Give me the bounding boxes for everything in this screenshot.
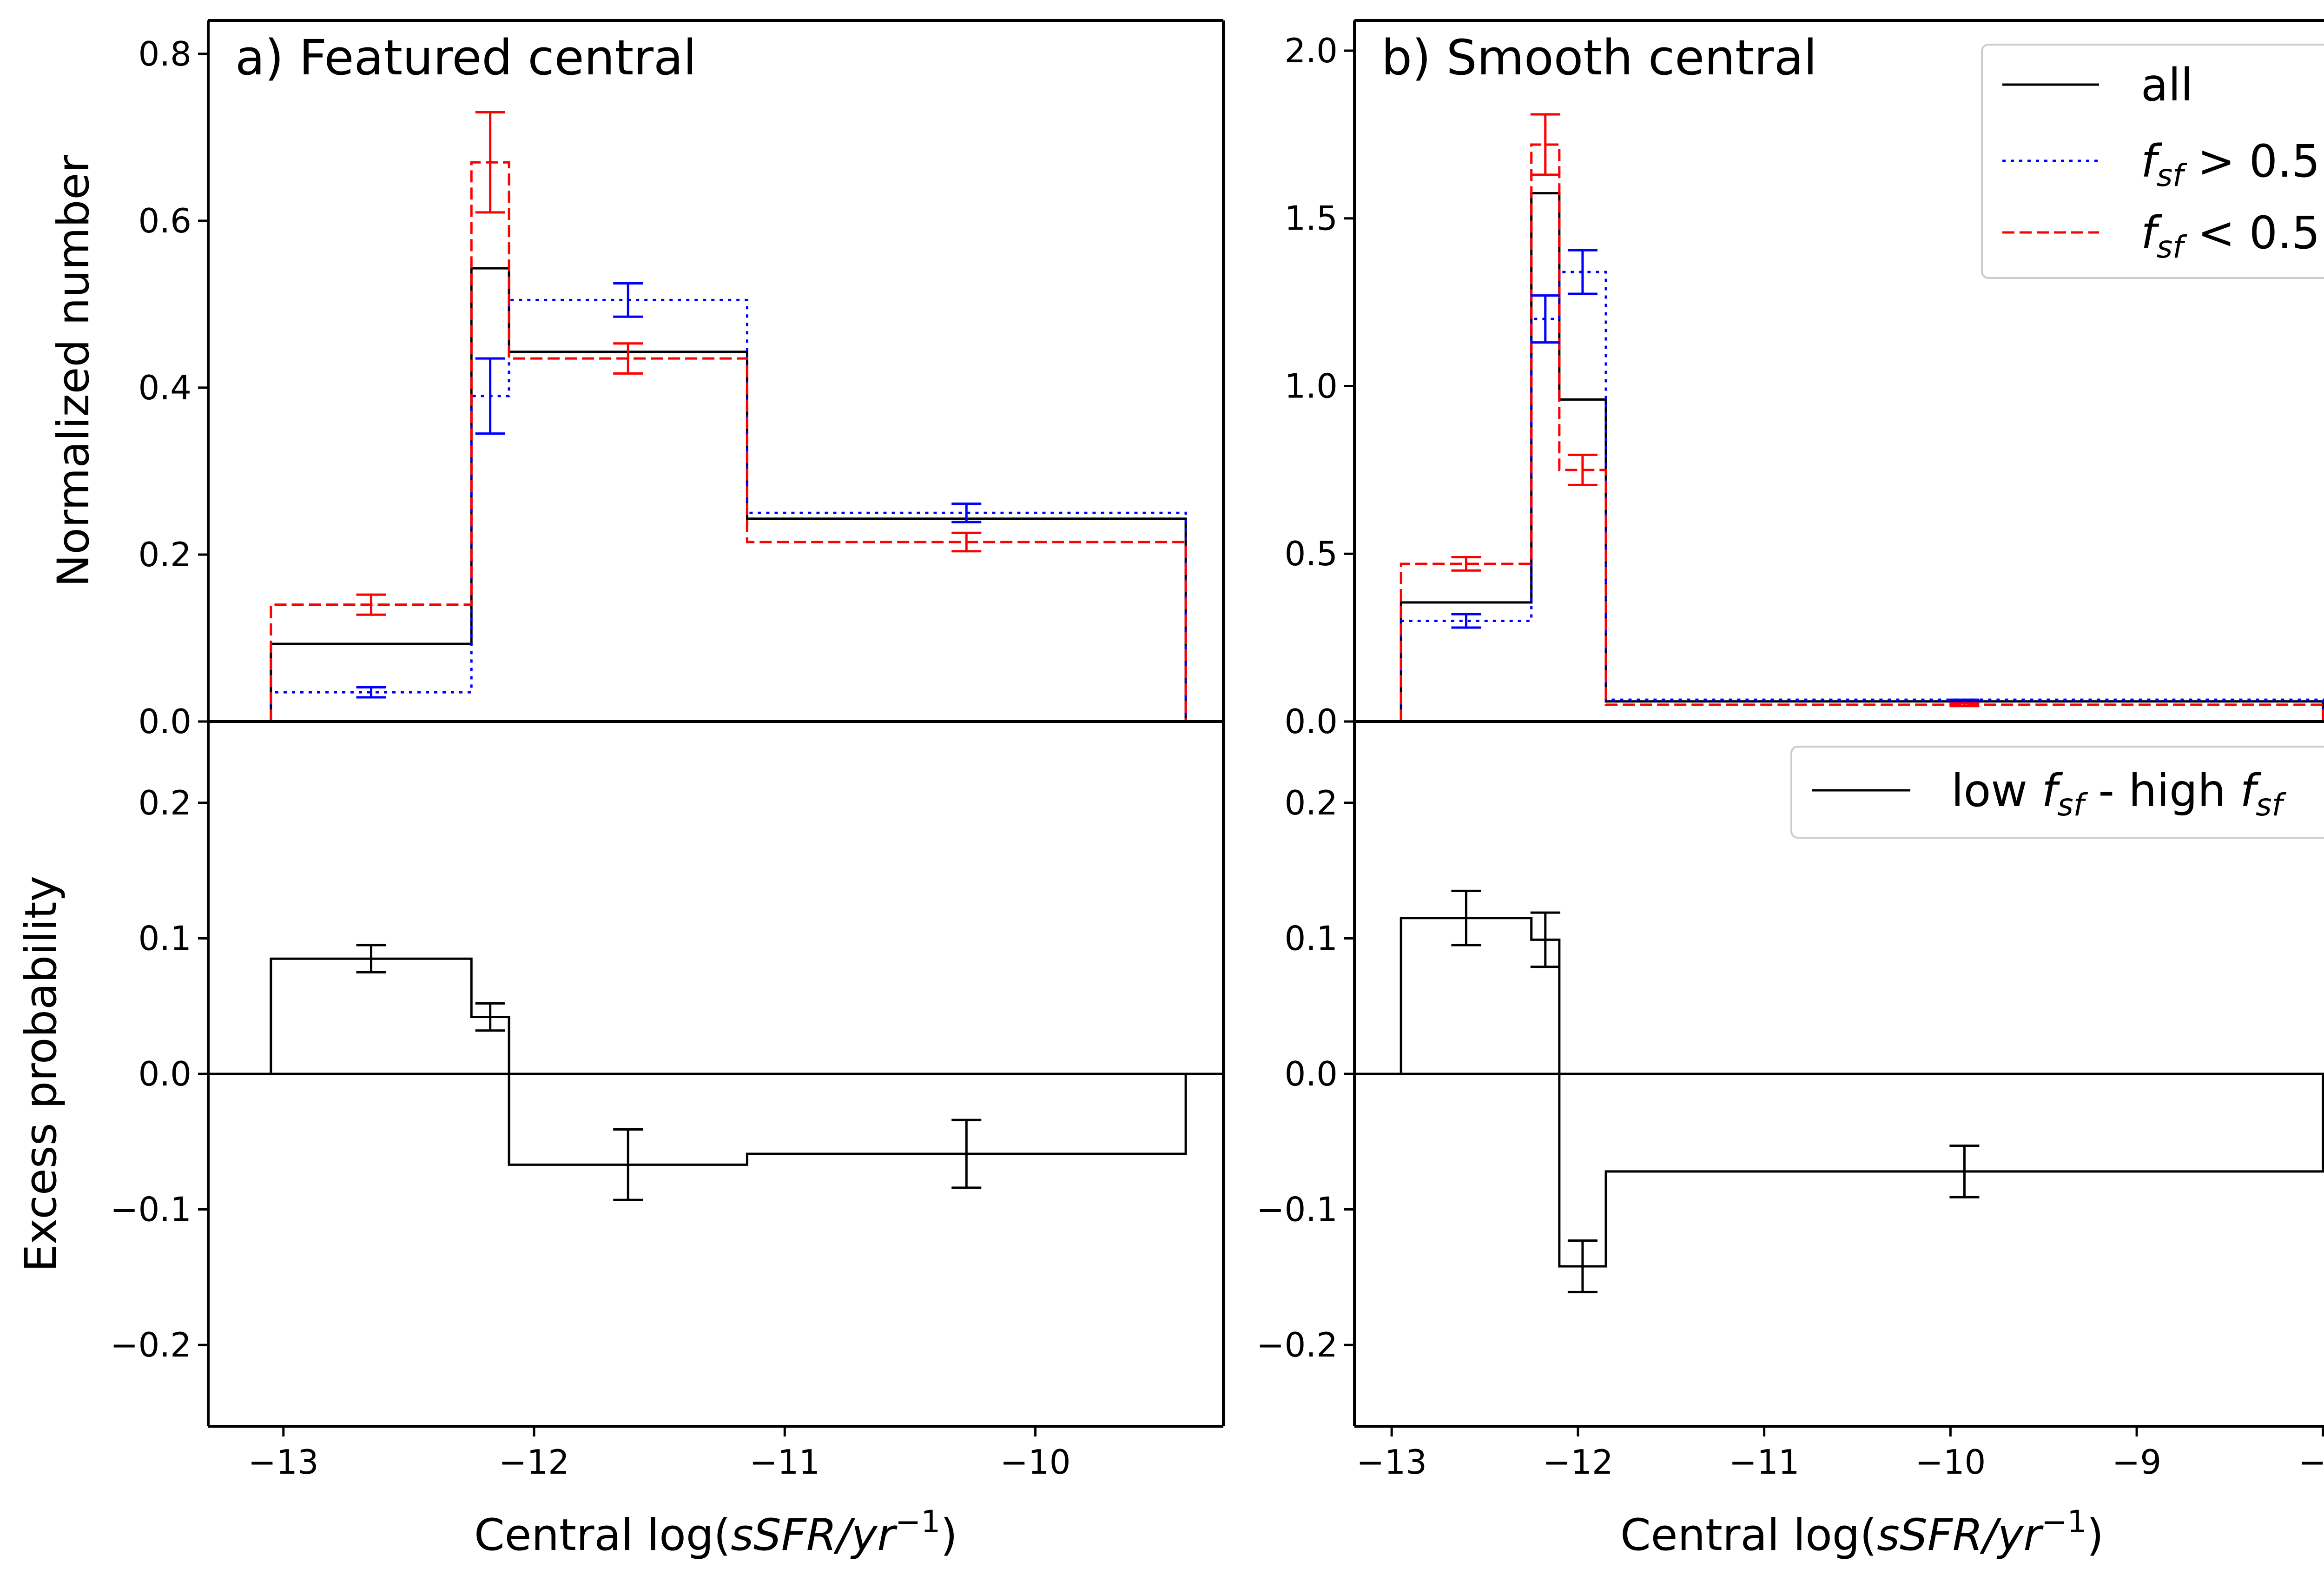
b-top-legend-label-2-sub-1: sf [2157,229,2187,265]
b-top-legend-label-0: all [2141,59,2193,111]
b-bottom-xlabel-suffix: ) [2086,1510,2104,1561]
b-top-ytick-label-1: 0.5 [1284,534,1338,573]
b-bottom-ytick-label-0: −0.2 [1256,1325,1338,1364]
b-bottom-legend-frame [1790,746,2324,839]
a-top-ytick-label-0: 0.0 [138,702,191,741]
a-bottom-ytick-label-0: −0.2 [110,1325,191,1364]
b-bottom-xlabel: Central log(sSFR/yr−1) [1620,1504,2104,1561]
b-bottom-errorbar-group [1451,889,1980,1293]
a-bottom-xtick-label-2: −11 [749,1443,820,1482]
b-bottom-ytick-label-2: 0.0 [1284,1054,1338,1093]
a-bottom-xlabel-var: sSFR/yr [731,1510,898,1561]
a-top-ytick-label-3: 0.6 [138,201,191,240]
b-top-ytick-label-4: 2.0 [1284,31,1338,70]
b-top-legend-frame [1981,44,2324,279]
b-top-title: b) Smooth central [1381,29,1817,86]
b-top-ytick-label-0: 0.0 [1284,702,1338,741]
data-layer [270,111,2324,1293]
a-bottom-xlabel-prefix: Central log( [474,1510,731,1561]
b-top-errorbar-group [1451,113,1980,708]
b-bottom-xtick-label-2: −11 [1729,1443,1800,1482]
b-bottom-legend-label-0-txt-0: low [1951,765,2041,817]
b-bottom-xtick-label-0: −13 [1356,1443,1427,1482]
a-top-ylabel: Normalized number [48,155,99,587]
b-top-legend-label-1: fsf > 0.5 [2141,135,2320,193]
b-bottom-legend-label-0-sub-2: sf [2057,787,2088,823]
a-bottom-xtick-label-3: −10 [1000,1443,1071,1482]
a-bottom-errorbar-group [356,944,982,1201]
a-bottom-ytick-label-2: 0.0 [138,1054,191,1093]
a-bottom-ylabel: Excess probability [16,876,66,1272]
b-top-series-2-line [1400,143,2324,721]
a-top-ytick-label-2: 0.4 [138,368,191,407]
b-bottom-xlabel-var: sSFR/yr [1877,1510,2044,1561]
axes-layer [198,19,2324,1436]
b-top-ytick-label-3: 1.5 [1284,199,1338,238]
b-top-legend-label-2-txt-2: < 0.5 [2183,207,2320,259]
a-bottom-xlabel-exp: −1 [895,1504,940,1540]
b-top-legend-label-1-txt-2: > 0.5 [2183,135,2320,187]
a-bottom-xlabel-suffix: ) [940,1510,957,1561]
a-top-ytick-label-4: 0.8 [138,34,191,73]
a-bottom-xlabel: Central log(sSFR/yr−1) [474,1504,957,1561]
b-bottom-xtick-label-3: −10 [1915,1443,1986,1482]
a-bottom-ytick-label-4: 0.2 [138,783,191,822]
a-top-errorbar-group [356,111,982,699]
b-top-legend-label-1-sub-1: sf [2157,158,2187,193]
b-bottom-legend-label-0-sub-5: sf [2256,787,2286,823]
b-bottom-ytick-label-3: 0.1 [1284,919,1338,958]
a-bottom-ytick-label-3: 0.1 [138,919,191,958]
b-bottom-legend-label-0: low fsf - high fsf [1951,765,2287,823]
b-bottom-ytick-label-1: −0.1 [1256,1190,1338,1229]
b-bottom-xlabel-exp: −1 [2041,1504,2086,1540]
b-top-ytick-label-2: 1.0 [1284,366,1338,405]
a-bottom-ytick-label-1: −0.1 [110,1190,191,1229]
b-bottom-xlabel-prefix: Central log( [1620,1510,1877,1561]
a-top-title: a) Featured central [235,29,697,86]
a-top-ytick-label-1: 0.2 [138,535,191,574]
b-bottom-legend-label-0-txt-3: - high [2084,765,2240,817]
text-layer: 0.0 0.2 0.4 0.6 0.8 0.0 0.5 1.0 1.5 2.0 −0.2 −0.1 0.… [16,29,2324,1561]
b-bottom-xtick-label-4: −9 [2112,1443,2161,1482]
b-bottom-xtick-label-5: −8 [2298,1443,2324,1482]
b-bottom-ytick-label-4: 0.2 [1284,783,1338,822]
a-bottom-xtick-label-1: −12 [499,1443,569,1482]
b-bottom-xtick-label-1: −12 [1543,1443,1613,1482]
a-bottom-xtick-label-0: −13 [248,1443,319,1482]
